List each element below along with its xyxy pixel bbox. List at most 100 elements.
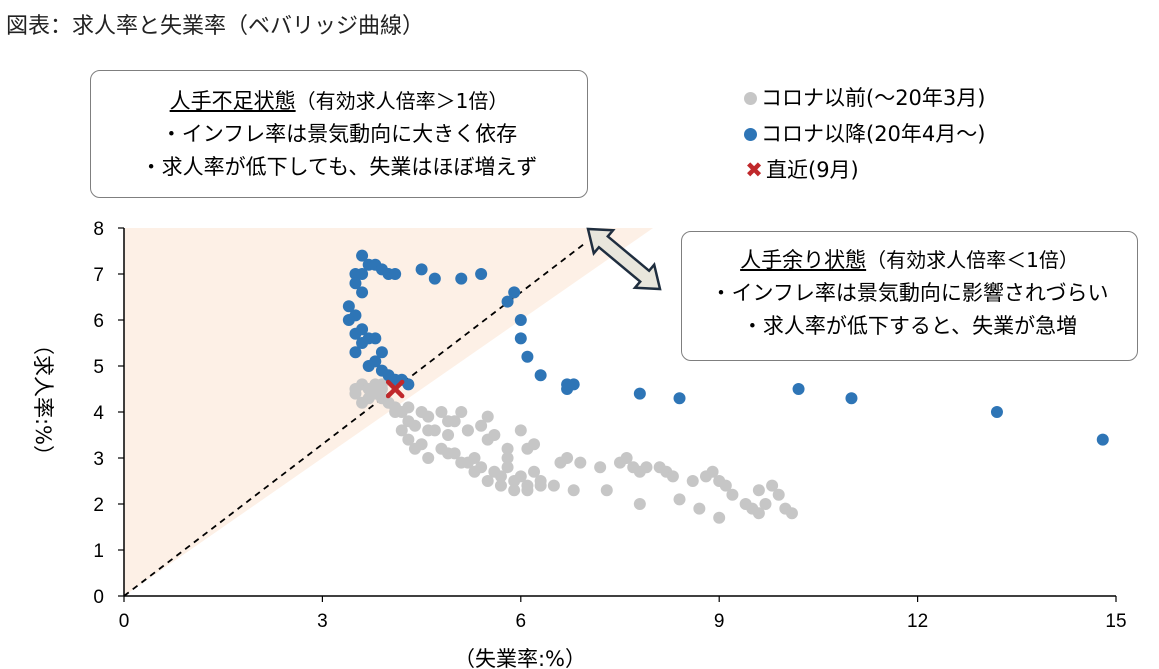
legend-item-post-covid: コロナ以降(20年4月～): [744, 116, 985, 152]
legend-label-latest: 直近(9月): [766, 158, 859, 182]
pre-covid-point: [534, 479, 547, 492]
pre-covid-point: [389, 406, 402, 418]
pre-covid-point: [455, 456, 468, 469]
x-tick-label: 3: [317, 611, 328, 632]
y-tick-label: 8: [93, 219, 104, 240]
labor-shortage-annotation: 人手不足状態（有効求人倍率＞1倍） ・インフレ率は景気動向に大きく依存 ・求人率…: [90, 70, 588, 198]
figure-title: 図表：求人率と失業率（ベバリッジ曲線）: [6, 14, 425, 39]
pre-covid-point: [686, 475, 699, 487]
labor-shortage-heading: 人手不足状態: [169, 89, 296, 113]
post-covid-point: [567, 378, 580, 391]
blue-dot-icon: [744, 127, 757, 141]
post-covid-point: [501, 295, 514, 308]
post-covid-point: [673, 392, 686, 405]
x-axis-title: （失業率:%）: [454, 647, 586, 669]
pre-covid-point: [461, 424, 474, 437]
post-covid-point: [455, 272, 468, 285]
pre-covid-point: [349, 383, 362, 395]
pre-covid-point: [726, 488, 739, 501]
post-covid-point: [428, 272, 441, 285]
pre-covid-point: [402, 401, 415, 414]
post-covid-point: [1096, 433, 1109, 446]
pre-covid-point: [752, 507, 765, 520]
pre-covid-point: [666, 470, 679, 483]
labor-surplus-heading: 人手余り状態: [740, 248, 867, 272]
post-covid-point: [521, 350, 534, 363]
post-covid-point: [415, 263, 428, 276]
pre-covid-point: [772, 488, 785, 501]
pre-covid-point: [501, 442, 514, 455]
x-tick-label: 0: [119, 611, 130, 632]
y-axis-title: （求人率:%）: [31, 334, 55, 466]
pre-covid-point: [501, 461, 514, 474]
pre-covid-point: [481, 433, 494, 446]
pre-covid-point: [455, 406, 468, 418]
y-tick-label: 4: [93, 403, 104, 424]
pre-covid-point: [620, 452, 633, 464]
x-tick-label: 15: [1105, 611, 1126, 632]
y-tick-label: 5: [93, 357, 104, 378]
labor-shortage-heading-row: 人手不足状態（有効求人倍率＞1倍）: [91, 85, 587, 118]
labor-surplus-line2: ・求人率が低下すると、失業が急増: [741, 314, 1078, 338]
pre-covid-point: [508, 484, 521, 497]
latest-point-marker: [385, 379, 405, 399]
pre-covid-point: [528, 465, 541, 478]
pre-covid-point: [422, 424, 435, 437]
pre-covid-point: [521, 484, 534, 497]
pre-covid-point: [468, 465, 481, 478]
pre-covid-point: [422, 452, 435, 464]
post-covid-point: [369, 332, 382, 345]
pre-covid-point: [633, 498, 646, 510]
gray-dot-icon: [744, 91, 757, 105]
chart-legend: コロナ以前(～20年3月) コロナ以降(20年4月～) ✖ 直近(9月): [744, 80, 985, 188]
y-tick-label: 6: [93, 311, 104, 332]
legend-item-latest: ✖ 直近(9月): [744, 152, 985, 188]
pre-covid-point: [785, 507, 798, 520]
pre-covid-point: [567, 484, 580, 497]
post-covid-point: [792, 383, 805, 395]
pre-covid-point: [600, 484, 613, 497]
post-covid-point: [342, 300, 355, 313]
pre-covid-point: [594, 461, 607, 474]
pre-covid-point: [521, 442, 534, 455]
post-covid-point: [514, 314, 527, 326]
pre-covid-point: [713, 511, 726, 524]
y-tick-label: 7: [93, 265, 104, 286]
pre-covid-point: [442, 447, 455, 460]
pre-covid-point: [766, 479, 779, 492]
post-covid-point: [362, 360, 375, 372]
pre-covid-point: [408, 419, 421, 432]
post-covid-point: [990, 406, 1003, 418]
pre-covid-point: [561, 452, 574, 464]
pre-covid-point: [494, 479, 507, 492]
post-covid-point: [356, 249, 369, 262]
pre-covid-point: [494, 470, 507, 483]
x-tick-label: 12: [907, 611, 928, 632]
pre-covid-point: [693, 502, 706, 515]
y-tick-label: 2: [93, 495, 104, 516]
labor-surplus-line1: ・インフレ率は景気動向に影響されづらい: [710, 281, 1109, 305]
pre-covid-point: [673, 493, 686, 506]
legend-item-pre-covid: コロナ以前(～20年3月): [744, 80, 985, 116]
pre-covid-point: [402, 433, 415, 446]
pre-covid-point: [514, 470, 527, 483]
pre-covid-point: [415, 438, 428, 451]
pre-covid-point: [514, 424, 527, 437]
pre-covid-point: [395, 424, 408, 437]
red-cross-icon: ✖: [745, 158, 763, 182]
pre-covid-point: [547, 479, 560, 492]
pre-covid-point: [435, 406, 448, 418]
post-covid-point: [375, 346, 388, 359]
legend-label-post-covid: コロナ以降(20年4月～): [761, 122, 986, 146]
pre-covid-point: [422, 410, 435, 423]
x-tick-label: 6: [516, 611, 527, 632]
post-covid-point: [356, 323, 369, 336]
pre-covid-point: [442, 415, 455, 428]
y-tick-label: 1: [93, 541, 104, 562]
post-covid-point: [633, 387, 646, 400]
labor-surplus-annotation: 人手余り状態（有効求人倍率＜1倍） ・インフレ率は景気動向に影響されづらい ・求…: [681, 231, 1138, 361]
pre-covid-point: [640, 461, 653, 474]
pre-covid-point: [481, 410, 494, 423]
